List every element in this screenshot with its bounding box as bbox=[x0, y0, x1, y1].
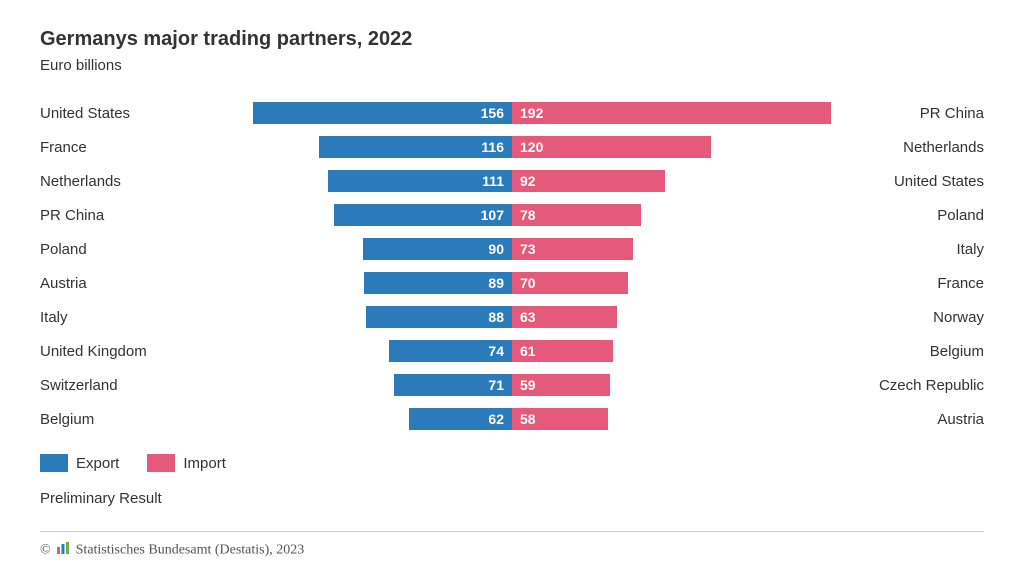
chart-subtitle: Euro billions bbox=[40, 57, 984, 74]
bar-pair: 8863 bbox=[180, 306, 844, 328]
legend-export-label: Export bbox=[76, 455, 119, 472]
legend-export-swatch bbox=[40, 454, 68, 472]
preliminary-note: Preliminary Result bbox=[40, 490, 984, 507]
export-bar: 116 bbox=[319, 136, 512, 158]
legend-import-label: Import bbox=[183, 455, 226, 472]
import-country-label: Belgium bbox=[844, 343, 984, 360]
footer-source: Statistisches Bundesamt (Destatis), 2023 bbox=[76, 543, 305, 558]
chart-title: Germanys major trading partners, 2022 bbox=[40, 28, 984, 51]
destatis-logo-icon bbox=[56, 542, 70, 559]
chart-row: Switzerland7159Czech Republic bbox=[40, 370, 984, 400]
import-bar: 63 bbox=[512, 306, 617, 328]
import-bar: 92 bbox=[512, 170, 665, 192]
import-bar: 78 bbox=[512, 204, 641, 226]
chart-row: United States156192PR China bbox=[40, 98, 984, 128]
diverging-bar-chart: United States156192PR ChinaFrance116120N… bbox=[40, 98, 984, 434]
import-country-label: France bbox=[844, 275, 984, 292]
chart-row: Belgium6258Austria bbox=[40, 404, 984, 434]
import-country-label: PR China bbox=[844, 105, 984, 122]
export-country-label: France bbox=[40, 139, 180, 156]
bar-pair: 7159 bbox=[180, 374, 844, 396]
import-bar: 59 bbox=[512, 374, 610, 396]
export-country-label: Austria bbox=[40, 275, 180, 292]
bar-pair: 8970 bbox=[180, 272, 844, 294]
export-bar: 107 bbox=[334, 204, 512, 226]
chart-row: Netherlands11192United States bbox=[40, 166, 984, 196]
export-bar: 90 bbox=[363, 238, 512, 260]
import-country-label: Austria bbox=[844, 411, 984, 428]
legend-export: Export bbox=[40, 454, 119, 472]
bar-pair: 6258 bbox=[180, 408, 844, 430]
export-country-label: Netherlands bbox=[40, 173, 180, 190]
export-bar: 88 bbox=[366, 306, 512, 328]
import-country-label: Czech Republic bbox=[844, 377, 984, 394]
export-bar: 156 bbox=[253, 102, 512, 124]
import-country-label: Poland bbox=[844, 207, 984, 224]
export-country-label: Italy bbox=[40, 309, 180, 326]
chart-row: PR China10778Poland bbox=[40, 200, 984, 230]
bar-pair: 156192 bbox=[180, 102, 844, 124]
import-country-label: Italy bbox=[844, 241, 984, 258]
bar-pair: 116120 bbox=[180, 136, 844, 158]
chart-row: United Kingdom7461Belgium bbox=[40, 336, 984, 366]
export-country-label: United Kingdom bbox=[40, 343, 180, 360]
legend-import-swatch bbox=[147, 454, 175, 472]
export-bar: 89 bbox=[364, 272, 512, 294]
chart-row: Poland9073Italy bbox=[40, 234, 984, 264]
import-bar: 58 bbox=[512, 408, 608, 430]
export-country-label: United States bbox=[40, 105, 180, 122]
export-country-label: Poland bbox=[40, 241, 180, 258]
legend: Export Import bbox=[40, 454, 984, 472]
import-country-label: Norway bbox=[844, 309, 984, 326]
export-bar: 74 bbox=[389, 340, 512, 362]
import-bar: 73 bbox=[512, 238, 633, 260]
export-country-label: Switzerland bbox=[40, 377, 180, 394]
import-bar: 61 bbox=[512, 340, 613, 362]
bar-pair: 7461 bbox=[180, 340, 844, 362]
import-bar: 192 bbox=[512, 102, 831, 124]
bar-pair: 10778 bbox=[180, 204, 844, 226]
chart-row: France116120Netherlands bbox=[40, 132, 984, 162]
export-country-label: PR China bbox=[40, 207, 180, 224]
import-bar: 70 bbox=[512, 272, 628, 294]
bar-pair: 9073 bbox=[180, 238, 844, 260]
export-bar: 62 bbox=[409, 408, 512, 430]
import-country-label: Netherlands bbox=[844, 139, 984, 156]
bar-pair: 11192 bbox=[180, 170, 844, 192]
footer: © Statistisches Bundesamt (Destatis), 20… bbox=[40, 531, 984, 559]
chart-row: Austria8970France bbox=[40, 268, 984, 298]
import-country-label: United States bbox=[844, 173, 984, 190]
chart-row: Italy8863Norway bbox=[40, 302, 984, 332]
import-bar: 120 bbox=[512, 136, 711, 158]
export-bar: 71 bbox=[394, 374, 512, 396]
export-bar: 111 bbox=[328, 170, 512, 192]
copyright-symbol: © bbox=[40, 543, 54, 558]
export-country-label: Belgium bbox=[40, 411, 180, 428]
legend-import: Import bbox=[147, 454, 226, 472]
